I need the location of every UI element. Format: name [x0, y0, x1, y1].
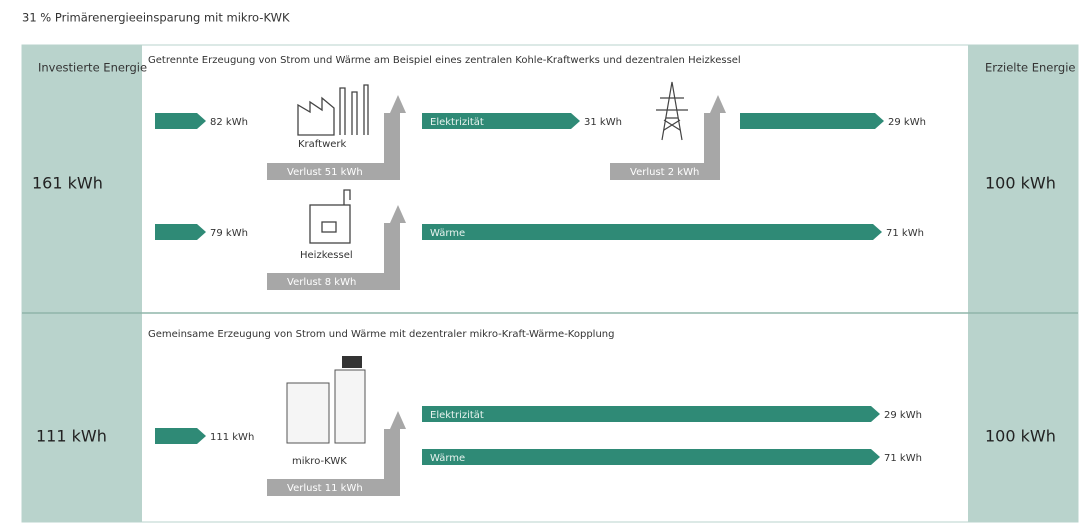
right-header: Erzielte Energie — [985, 61, 1075, 75]
value-label: 111 kWh — [210, 432, 254, 443]
loss-label: Verlust 8 kWh — [287, 277, 356, 288]
loss-label: Verlust 51 kWh — [287, 167, 363, 178]
value-label: 82 kWh — [210, 117, 248, 128]
plant-label: mikro-KWK — [292, 456, 347, 467]
flow-arrow — [155, 428, 206, 444]
flow-arrow — [155, 113, 206, 129]
value-label: 29 kWh — [884, 410, 922, 421]
value-label: 31 kWh — [584, 117, 622, 128]
left-header: Investierte Energie — [38, 61, 147, 75]
achieved: 100 kWh — [985, 427, 1056, 446]
flow-arrow — [155, 224, 206, 240]
flow-arrow — [740, 113, 884, 129]
flow-label: Wärme — [430, 228, 465, 239]
section-heading: Getrennte Erzeugung von Strom und Wärme … — [148, 55, 741, 66]
value-label: 29 kWh — [888, 117, 926, 128]
title: 31 % Primärenergieeinsparung mit mikro-K… — [22, 11, 290, 25]
page: 31 % Primärenergieeinsparung mit mikro-K… — [0, 0, 1080, 525]
flow-arrow — [422, 449, 880, 465]
invested: 161 kWh — [32, 174, 103, 193]
left-column — [22, 45, 142, 522]
achieved: 100 kWh — [985, 174, 1056, 193]
flow-arrow — [422, 224, 882, 240]
value-label: 71 kWh — [886, 228, 924, 239]
invested: 111 kWh — [36, 427, 107, 446]
plant-label: Kraftwerk — [298, 139, 347, 150]
right-column — [968, 45, 1078, 522]
diagram: 31 % Primärenergieeinsparung mit mikro-K… — [0, 0, 1080, 525]
loss-label: Verlust 11 kWh — [287, 483, 363, 494]
flow-label: Elektrizität — [430, 410, 484, 421]
plant-label: Heizkessel — [300, 250, 353, 261]
value-label: 79 kWh — [210, 228, 248, 239]
flow-arrow — [422, 406, 880, 422]
flow-label: Wärme — [430, 453, 465, 464]
section-heading: Gemeinsame Erzeugung von Strom und Wärme… — [148, 329, 614, 340]
value-label: 71 kWh — [884, 453, 922, 464]
flow-label: Elektrizität — [430, 117, 484, 128]
loss-label: Verlust 2 kWh — [630, 167, 699, 178]
